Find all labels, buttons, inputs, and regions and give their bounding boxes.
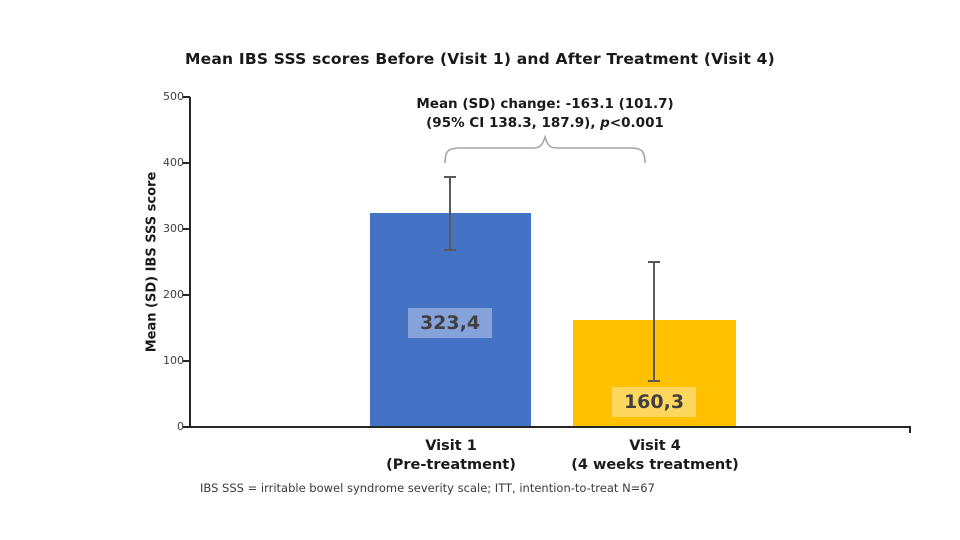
y-axis-line — [189, 97, 191, 428]
error-bar-2-lower-cap — [648, 379, 660, 382]
x-category-visit4-line2: (4 weeks treatment) — [571, 457, 739, 473]
y-tick-mark-100 — [183, 360, 190, 362]
p-value-symbol: p — [600, 115, 610, 131]
error-bar-1-lower-cap — [444, 249, 456, 252]
y-tick-label-200: 200 — [163, 288, 184, 301]
stat-annotation-line2: (95% CI 138.3, 187.9), p<0.001 — [426, 115, 664, 131]
error-bar-2-upper-cap — [648, 261, 660, 263]
y-tick-mark-200 — [183, 294, 190, 296]
y-tick-mark-400 — [183, 162, 190, 164]
y-tick-mark-0 — [183, 426, 190, 428]
y-axis-title: Mean (SD) IBS SSS score — [144, 171, 160, 353]
comparison-brace — [444, 134, 646, 164]
y-tick-mark-300 — [183, 228, 190, 230]
error-bar-2 — [653, 262, 655, 381]
y-tick-mark-500 — [183, 96, 190, 98]
x-category-visit1-line2: (Pre-treatment) — [386, 457, 516, 473]
chart-title: Mean IBS SSS scores Before (Visit 1) and… — [185, 50, 775, 68]
x-axis-line — [189, 426, 911, 428]
plot-area: 0 100 200 300 400 500 323,4 160,3 — [163, 90, 911, 433]
y-tick-label-400: 400 — [163, 156, 184, 169]
x-axis-end-tick — [909, 426, 911, 433]
value-label-1: 323,4 — [408, 308, 492, 338]
x-category-visit4: Visit 4 (4 weeks treatment) — [505, 437, 805, 475]
x-category-visit1-line1: Visit 1 — [425, 438, 477, 454]
value-label-2: 160,3 — [612, 387, 696, 417]
footnote: IBS SSS = irritable bowel syndrome sever… — [200, 481, 655, 495]
y-tick-label-300: 300 — [163, 222, 184, 235]
stat-annotation: Mean (SD) change: -163.1 (101.7) (95% CI… — [345, 95, 745, 133]
error-bar-1-upper-cap — [444, 175, 456, 178]
x-category-visit4-line1: Visit 4 — [629, 438, 681, 454]
error-bar-1 — [449, 176, 451, 251]
y-tick-label-100: 100 — [163, 354, 184, 367]
y-tick-label-0: 0 — [177, 420, 184, 433]
x-category-visit1: Visit 1 (Pre-treatment) — [301, 437, 601, 475]
stat-annotation-line1: Mean (SD) change: -163.1 (101.7) — [416, 96, 674, 112]
y-tick-label-500: 500 — [163, 90, 184, 103]
